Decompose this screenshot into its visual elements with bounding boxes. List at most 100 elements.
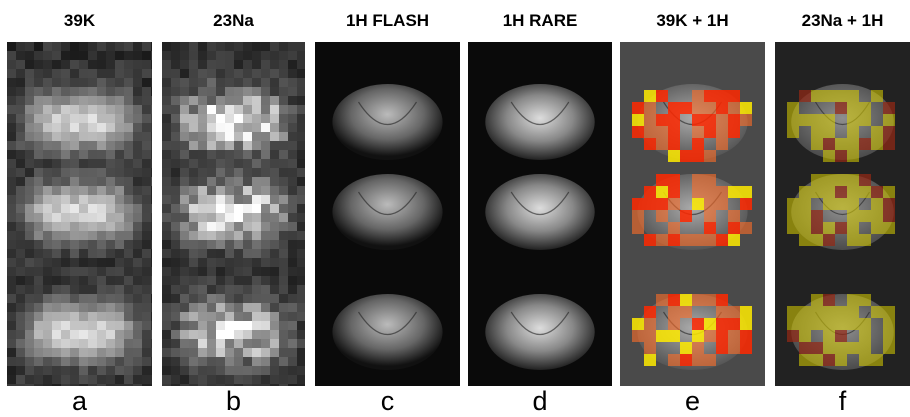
overlay-pixel <box>787 114 799 126</box>
pixel <box>151 195 152 204</box>
pixel <box>79 294 88 303</box>
overlay-pixel <box>871 222 883 234</box>
pixel <box>171 51 180 60</box>
pixel <box>106 267 115 276</box>
pixel <box>225 222 234 231</box>
pixel <box>7 330 16 339</box>
column-header: 23Na + 1H <box>802 11 884 30</box>
pixel <box>16 177 25 186</box>
pixel <box>180 96 189 105</box>
overlay-pixel <box>883 318 895 330</box>
pixel <box>207 114 216 123</box>
pixel <box>171 78 180 87</box>
pixel <box>252 141 261 150</box>
pixel <box>115 87 124 96</box>
pixel <box>261 222 270 231</box>
overlay-pixel <box>799 234 811 246</box>
pixel <box>52 42 61 51</box>
pixel <box>261 87 270 96</box>
pixel <box>34 303 43 312</box>
pixel <box>97 186 106 195</box>
pixel <box>106 294 115 303</box>
pixel <box>52 312 61 321</box>
pixel <box>180 222 189 231</box>
pixel <box>106 303 115 312</box>
brain-slice <box>485 174 594 250</box>
column-header: 1H RARE <box>503 11 578 30</box>
pixel <box>133 231 142 240</box>
pixel <box>124 186 133 195</box>
pixel <box>151 168 152 177</box>
pixel <box>180 186 189 195</box>
pixel <box>16 240 25 249</box>
pixel <box>189 384 198 386</box>
pixel <box>79 96 88 105</box>
pixel <box>61 114 70 123</box>
pixel <box>207 240 216 249</box>
pixel <box>106 231 115 240</box>
overlay-pixel <box>704 186 716 198</box>
pixel <box>7 123 16 132</box>
pixel <box>297 222 305 231</box>
pixel <box>16 114 25 123</box>
pixel <box>43 123 52 132</box>
pixel <box>25 231 34 240</box>
pixel <box>234 303 243 312</box>
pixel <box>88 186 97 195</box>
overlay-pixel <box>799 114 811 126</box>
pixel <box>279 258 288 267</box>
pixel <box>270 267 279 276</box>
pixel <box>52 87 61 96</box>
pixel <box>61 168 70 177</box>
overlay-pixel <box>859 294 871 306</box>
pixel <box>171 339 180 348</box>
pixel <box>52 384 61 386</box>
pixel <box>7 60 16 69</box>
pixel <box>25 357 34 366</box>
pixel <box>79 159 88 168</box>
pixel <box>261 240 270 249</box>
pixel <box>70 375 79 384</box>
pixel <box>207 213 216 222</box>
overlay-pixel <box>668 126 680 138</box>
pixel <box>252 195 261 204</box>
pixel <box>43 114 52 123</box>
overlay-pixel <box>823 294 835 306</box>
pixel <box>115 357 124 366</box>
pixel <box>252 78 261 87</box>
pixel <box>151 357 152 366</box>
pixel <box>261 96 270 105</box>
pixel <box>216 69 225 78</box>
pixel <box>124 240 133 249</box>
pixel <box>279 366 288 375</box>
pixel <box>124 276 133 285</box>
pixel <box>7 240 16 249</box>
pixel <box>79 357 88 366</box>
pixel <box>207 87 216 96</box>
pixel <box>151 222 152 231</box>
pixel <box>52 357 61 366</box>
pixel <box>34 204 43 213</box>
pixel <box>252 87 261 96</box>
pixel <box>25 132 34 141</box>
pixel <box>106 168 115 177</box>
pixel <box>297 339 305 348</box>
pixel <box>180 285 189 294</box>
pixel <box>189 321 198 330</box>
overlay-pixel <box>704 318 716 330</box>
pixel <box>151 60 152 69</box>
pixel <box>151 366 152 375</box>
pixel <box>79 69 88 78</box>
overlay-pixel <box>728 306 740 318</box>
pixel <box>43 78 52 87</box>
overlay-pixel <box>728 114 740 126</box>
pixel <box>124 195 133 204</box>
pixel <box>234 231 243 240</box>
pixel <box>70 204 79 213</box>
pixel <box>189 114 198 123</box>
pixel <box>52 51 61 60</box>
pixel <box>207 132 216 141</box>
pixel <box>225 321 234 330</box>
pixel <box>261 231 270 240</box>
pixel <box>189 60 198 69</box>
